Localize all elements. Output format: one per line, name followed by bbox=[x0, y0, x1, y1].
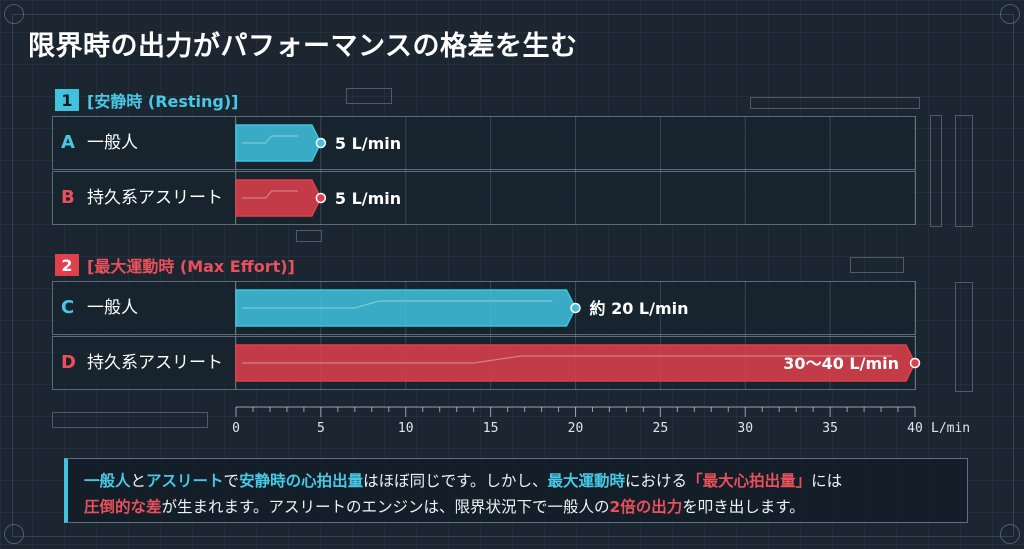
note-text: と bbox=[130, 472, 147, 490]
bar-end-dot bbox=[315, 137, 327, 149]
note-text: で bbox=[223, 472, 240, 490]
note-text: における bbox=[625, 472, 688, 490]
row-letter: A bbox=[61, 132, 75, 153]
note-text: はほぼ同じです。しかし、 bbox=[363, 472, 548, 490]
outer-frame bbox=[12, 14, 1014, 537]
note-highlight: アスリート bbox=[146, 472, 224, 490]
bar bbox=[235, 179, 322, 217]
corner-mark-icon bbox=[1000, 4, 1020, 24]
x-axis-unit: L/min bbox=[931, 421, 970, 436]
row-label: 一般人 bbox=[87, 133, 138, 153]
row-label: 一般人 bbox=[87, 298, 138, 318]
blueprint-deco bbox=[850, 257, 904, 273]
note-text: が生まれます。アスリートのエンジンは、限界状況下で一般人の bbox=[161, 498, 610, 516]
note-text: には bbox=[811, 472, 843, 490]
x-tick-label: 30 bbox=[737, 421, 753, 436]
note-line-1: 一般人とアスリートで安静時の心拍出量はほぼ同じです。しかし、最大運動時における「… bbox=[84, 468, 951, 494]
section-number: 1 bbox=[55, 89, 79, 111]
blueprint-deco bbox=[955, 115, 973, 227]
note-text: を叩き出します。 bbox=[682, 498, 805, 516]
blueprint-deco bbox=[955, 282, 973, 392]
row-letter: B bbox=[61, 187, 75, 208]
corner-mark-icon bbox=[4, 524, 24, 544]
row-label: 持久系アスリート bbox=[87, 188, 223, 208]
x-tick-label: 35 bbox=[822, 421, 838, 436]
row-letter: D bbox=[61, 352, 76, 373]
x-tick-label: 25 bbox=[653, 421, 669, 436]
bar bbox=[235, 344, 916, 382]
x-tick-label: 20 bbox=[568, 421, 584, 436]
bar bbox=[235, 289, 577, 327]
value-label: 5 L/min bbox=[335, 134, 401, 153]
value-label: 約 20 L/min bbox=[590, 299, 689, 318]
row-label: 持久系アスリート bbox=[87, 353, 223, 373]
x-tick-label: 10 bbox=[398, 421, 414, 436]
explanation-note: 一般人とアスリートで安静時の心拍出量はほぼ同じです。しかし、最大運動時における「… bbox=[64, 458, 968, 523]
page-title: 限界時の出力がパフォーマンスの格差を生む bbox=[28, 31, 578, 62]
note-highlight: 「最大心拍出量」 bbox=[687, 472, 812, 490]
corner-mark-icon bbox=[1000, 524, 1020, 544]
x-tick-label: 40 bbox=[907, 421, 923, 436]
blueprint-deco bbox=[346, 88, 392, 104]
corner-mark-icon bbox=[4, 4, 24, 24]
bar-trace bbox=[242, 190, 298, 199]
blueprint-deco bbox=[750, 97, 920, 109]
note-highlight: 2倍の出力 bbox=[609, 498, 683, 516]
blueprint-deco bbox=[296, 230, 322, 242]
row-a: A 一般人 bbox=[52, 116, 916, 170]
bar-trace bbox=[242, 135, 298, 144]
blueprint-deco bbox=[930, 115, 942, 227]
note-highlight: 圧倒的な差 bbox=[84, 498, 162, 516]
blueprint-deco bbox=[52, 412, 208, 428]
section-number: 2 bbox=[55, 254, 79, 276]
note-highlight: 安静時の心拍出量 bbox=[239, 472, 364, 490]
row-b: B 持久系アスリート bbox=[52, 171, 916, 225]
row-letter: C bbox=[61, 297, 75, 318]
bar-trace bbox=[242, 355, 892, 364]
x-tick-label: 5 bbox=[317, 421, 325, 436]
bar-end-dot bbox=[570, 302, 581, 314]
bar-trace bbox=[242, 300, 553, 309]
x-tick-label: 0 bbox=[232, 421, 240, 436]
section-max-effort-header: 2 [最大運動時 (Max Effort)] bbox=[55, 253, 295, 277]
section-resting-header: 1 [安静時 (Resting)] bbox=[55, 88, 239, 112]
note-highlight: 一般人 bbox=[84, 472, 131, 490]
bar bbox=[235, 124, 322, 162]
section-label: [安静時 (Resting)] bbox=[87, 92, 239, 111]
x-tick-label: 15 bbox=[483, 421, 499, 436]
bar-end-dot bbox=[315, 192, 327, 204]
note-highlight: 最大運動時 bbox=[547, 472, 626, 490]
value-label: 30〜40 L/min bbox=[783, 354, 899, 373]
bar-end-dot bbox=[909, 357, 921, 369]
note-line-2: 圧倒的な差が生まれます。アスリートのエンジンは、限界状況下で一般人の2倍の出力を… bbox=[84, 494, 951, 520]
section-label: [最大運動時 (Max Effort)] bbox=[87, 257, 295, 276]
value-label: 5 L/min bbox=[335, 189, 401, 208]
